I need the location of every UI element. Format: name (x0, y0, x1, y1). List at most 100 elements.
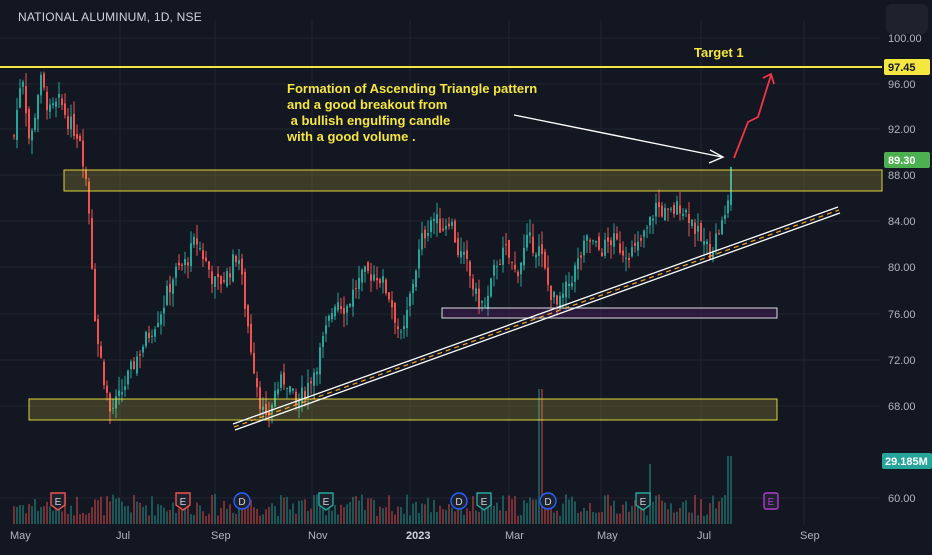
candle-body (160, 314, 162, 325)
event-marker-label: E (640, 497, 647, 508)
support-zone[interactable] (28, 398, 778, 421)
chart-settings-button[interactable] (886, 4, 928, 34)
candle-body (502, 247, 504, 265)
volume-bar (169, 509, 171, 524)
candle-body (715, 233, 717, 252)
candle-body (139, 354, 141, 356)
volume-bar (190, 514, 192, 524)
volume-bar (505, 510, 507, 524)
ascending-trendline[interactable] (232, 206, 841, 431)
candle-body (475, 288, 477, 294)
volume-bar (646, 515, 648, 524)
volume-bar (475, 510, 477, 524)
volume-bar (307, 510, 309, 524)
candle-body (40, 74, 42, 96)
volume-bar (331, 510, 333, 524)
event-marker-dividend[interactable]: D (233, 492, 251, 510)
candle-body (421, 232, 423, 250)
candle-body (349, 303, 351, 307)
volume-bar (520, 514, 522, 524)
candle-body (58, 94, 60, 98)
event-marker-dividend[interactable]: D (450, 492, 468, 510)
candle-body (652, 218, 654, 221)
candle-body (703, 241, 705, 245)
volume-bar (730, 456, 732, 524)
volume-bar (445, 509, 447, 524)
candle-body (268, 411, 270, 416)
candle-body (148, 332, 150, 339)
candle-body (598, 236, 600, 250)
candle-body (730, 167, 732, 205)
candle-body (487, 295, 489, 310)
candle-body (616, 233, 618, 240)
candle-body (313, 372, 315, 386)
volume-bar (55, 497, 57, 524)
event-marker-dividend[interactable]: D (539, 492, 557, 510)
volume-bar (439, 505, 441, 524)
candle-body (94, 268, 96, 322)
candle-body (526, 234, 528, 248)
volume-bar (25, 513, 27, 524)
candle-body (409, 293, 411, 307)
candle-body (232, 254, 234, 282)
candle-body (469, 261, 471, 276)
candle-body (52, 103, 54, 106)
volume-bar (553, 512, 555, 524)
candle-body (436, 214, 438, 224)
volume-bar (277, 515, 279, 524)
candle-body (343, 308, 345, 314)
candle-body (61, 98, 63, 106)
candle-body (283, 372, 285, 385)
candle-body (70, 116, 72, 130)
volume-bar (85, 514, 87, 524)
candle-body (298, 401, 300, 409)
event-marker-earnings[interactable]: E (476, 492, 492, 511)
volume-bar (31, 506, 33, 524)
volume-bar (250, 499, 252, 524)
volume-bar (550, 498, 552, 524)
volume-bar (145, 505, 147, 524)
volume-bar (115, 498, 117, 524)
candle-body (613, 233, 615, 247)
candle-body (340, 305, 342, 309)
candle-body (370, 274, 372, 281)
candle-body (37, 95, 39, 120)
candle-body (649, 216, 651, 226)
candle-body (367, 262, 369, 271)
y-axis[interactable]: 100.00 96.00 92.00 88.00 84.00 80.00 76.… (888, 33, 922, 505)
volume-bar (40, 507, 42, 524)
event-marker-earnings[interactable]: E (50, 492, 66, 511)
volume-bar (661, 500, 663, 524)
candle-body (346, 306, 348, 313)
event-marker-earnings[interactable]: E (635, 492, 651, 511)
candle-body (325, 325, 327, 334)
x-axis[interactable]: May Jul Sep Nov 2023 Mar May Jul Sep (10, 530, 820, 542)
candle-body (688, 214, 690, 224)
x-tick: 2023 (406, 530, 430, 542)
volume-bar (70, 505, 72, 524)
resistance-zone[interactable] (63, 169, 883, 192)
volume-bar (703, 515, 705, 524)
minor-zone[interactable] (441, 307, 778, 319)
candle-body (220, 276, 222, 285)
candle-body (352, 289, 354, 307)
volume-bar (268, 506, 270, 524)
event-marker-earnings[interactable]: E (175, 492, 191, 511)
event-marker-earnings[interactable]: E (318, 492, 334, 511)
candle-body (319, 347, 321, 375)
volume-bar (535, 499, 537, 524)
volume-bar (124, 506, 126, 524)
volume-bar (103, 515, 105, 524)
volume-bar (640, 501, 642, 524)
volume-bar (511, 499, 513, 524)
candle-body (607, 237, 609, 242)
volume-bar (517, 515, 519, 524)
candle-body (223, 280, 225, 282)
volume-bar (685, 500, 687, 524)
event-marker-upcoming[interactable]: E (763, 492, 779, 510)
event-marker-label: D (238, 497, 245, 508)
x-tick: May (10, 530, 31, 542)
